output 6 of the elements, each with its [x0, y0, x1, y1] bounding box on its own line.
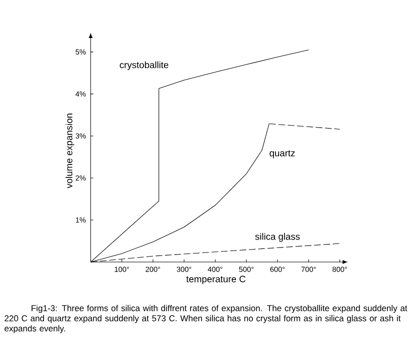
series-label: quartz	[270, 150, 295, 158]
caption: Fig1-3: Three forms of silica with diffrent rates of expansion. The crystoballite expand suddenly at 220 C and quartz expand suddenly at 573 C. When silica has no crystal form as in silica glass or ash it expands evenly.	[4, 304, 408, 334]
y-axis-title: volume expansion	[66, 114, 74, 188]
x-axis-title: temperature C	[186, 276, 246, 284]
series-label: crystoballite	[120, 61, 168, 70]
series-label: silica glass	[255, 232, 300, 242]
